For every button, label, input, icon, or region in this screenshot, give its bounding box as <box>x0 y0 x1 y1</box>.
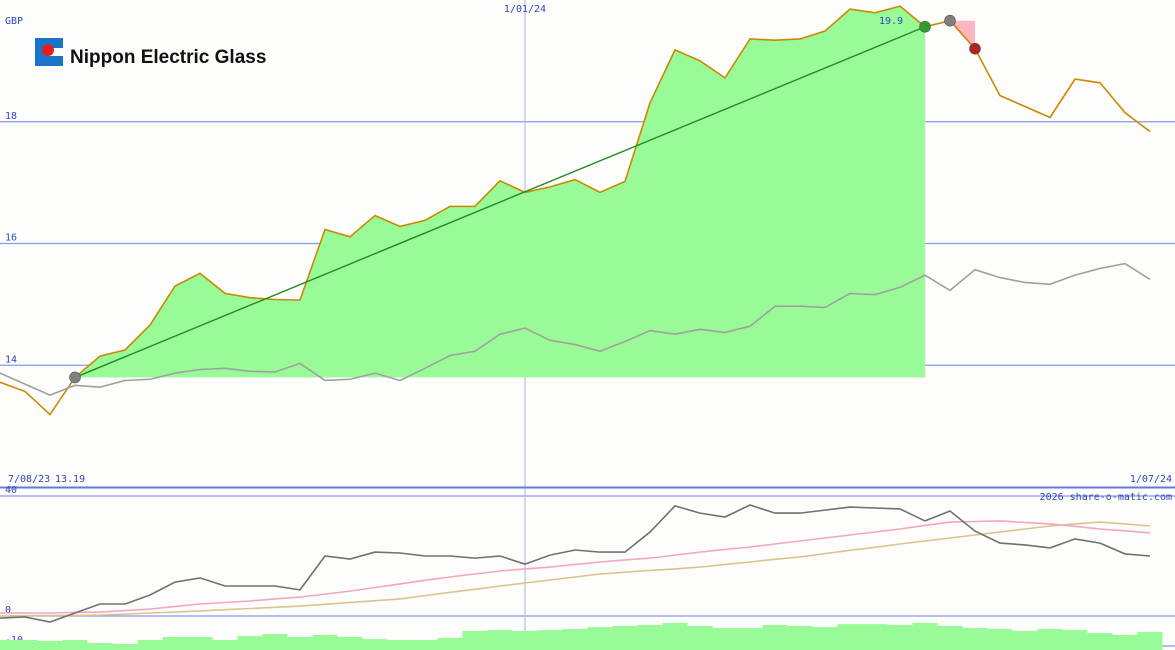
volume-bar <box>887 625 913 650</box>
volume-bar <box>37 640 63 650</box>
volume-bar <box>612 625 638 650</box>
volume-bar <box>1112 634 1138 650</box>
volume-bar <box>1012 631 1038 650</box>
volume-bar <box>337 637 363 650</box>
unit-label: GBP <box>5 16 23 27</box>
series-line <box>0 5 1151 416</box>
volume-bar <box>137 640 163 650</box>
volume-bar <box>712 628 738 650</box>
volume-bar <box>162 637 188 650</box>
volume-bar <box>912 622 938 650</box>
volume-bar <box>862 624 888 650</box>
series-line <box>0 504 1151 623</box>
volume-bar <box>487 630 513 650</box>
trade-marker <box>919 20 931 33</box>
x-tick-label: 1/07/24 <box>1130 474 1172 485</box>
volume-bar <box>262 634 288 650</box>
volume-bar <box>362 639 388 650</box>
volume-bar <box>512 631 538 650</box>
volume-bar <box>0 640 13 650</box>
trend-line <box>74 26 926 379</box>
volume-bar <box>762 625 788 650</box>
volume-bar <box>87 643 113 650</box>
low-label: 13.19 <box>55 474 85 485</box>
series-line <box>0 262 1151 396</box>
trade-marker <box>69 371 81 384</box>
high-label: 19.9 <box>879 16 903 27</box>
volume-bar <box>812 627 838 650</box>
y-tick-label: 14 <box>5 354 17 365</box>
volume-bar <box>12 640 38 650</box>
volume-bar <box>287 637 313 650</box>
x-tick-label: 7/08/23 <box>8 474 50 485</box>
volume-bar <box>387 640 413 650</box>
volume-bar <box>537 630 563 650</box>
logo <box>35 38 63 66</box>
logo-notch <box>48 48 63 56</box>
volume-bar <box>412 640 438 650</box>
logo-dot <box>42 44 54 56</box>
volume-bar <box>687 625 713 650</box>
volume-bar <box>587 627 613 650</box>
volume-bar <box>62 640 88 650</box>
volume-bar <box>237 636 263 650</box>
y-tick-label: 18 <box>5 111 17 122</box>
y-tick-label: 40 <box>5 485 17 496</box>
trade-marker <box>969 42 981 55</box>
y-tick-label: 0 <box>5 605 11 616</box>
volume-bar <box>837 624 863 650</box>
volume-bar <box>662 622 688 650</box>
volume-bar <box>112 643 138 650</box>
series-line <box>0 520 1151 614</box>
volume-bar <box>787 625 813 650</box>
volume-bar <box>562 628 588 650</box>
volume-bar <box>1062 630 1088 650</box>
trade-marker <box>944 14 956 27</box>
volume-bar <box>1037 628 1063 650</box>
volume-bar <box>187 637 213 650</box>
volume-bar <box>1087 633 1113 650</box>
series-line <box>0 521 1151 617</box>
x-tick-label: 1/01/24 <box>504 4 546 15</box>
volume-bar <box>437 637 463 650</box>
volume-bar <box>987 628 1013 650</box>
volume-bar <box>737 628 763 650</box>
y-tick-label: 16 <box>5 233 17 244</box>
volume-bar <box>462 631 488 650</box>
volume-bar <box>312 634 338 650</box>
volume-bar <box>637 625 663 650</box>
volume-bar <box>212 640 238 650</box>
gain-area <box>75 6 925 378</box>
company-name: Nippon Electric Glass <box>70 47 266 68</box>
watermark: 2026 share-o-matic.com <box>1040 492 1172 503</box>
volume-bar <box>1137 631 1163 650</box>
volume-bar <box>937 625 963 650</box>
volume-bar <box>962 628 988 650</box>
